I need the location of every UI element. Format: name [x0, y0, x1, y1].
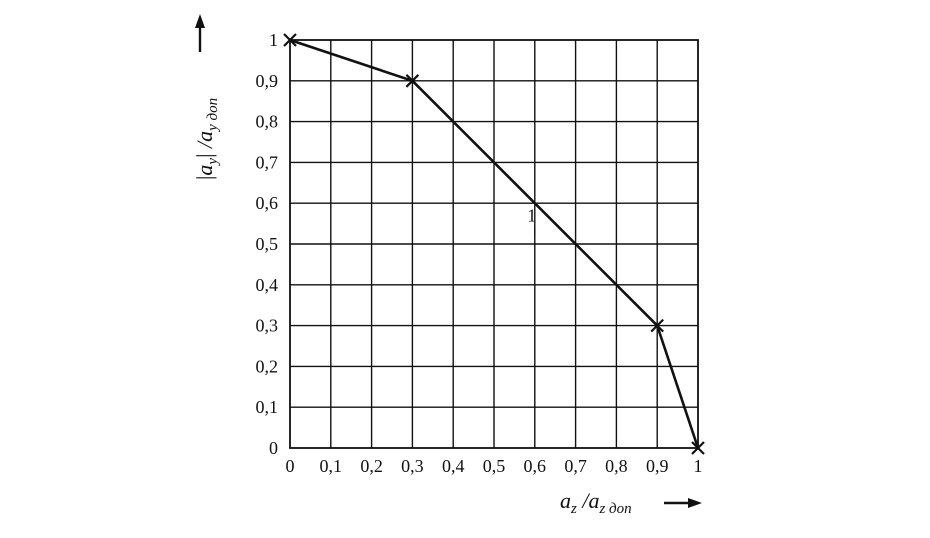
y-tick-label: 0,6: [256, 193, 279, 213]
y-axis-label-bar-right: |: [192, 154, 217, 158]
series-labels: 1: [527, 206, 536, 238]
y-tick-label: 0,9: [256, 71, 279, 91]
x-tick-label: 0,1: [320, 456, 343, 476]
x-tick-label: 0,5: [483, 456, 506, 476]
data-point-marker: [691, 441, 705, 455]
y-tick-label: 0,5: [256, 234, 279, 254]
y-axis-label-sep: /: [192, 140, 217, 154]
y-axis-label-bar-left: |: [192, 176, 217, 180]
y-axis-label: |ay| /ay дon: [192, 14, 221, 180]
y-tick-label: 0,8: [256, 112, 279, 132]
data-point-marker: [650, 318, 664, 333]
y-tick-label: 0,4: [256, 275, 279, 295]
svg-text:|ay| /ay дon: |ay| /ay дon: [192, 98, 221, 180]
plot-frame: [289, 39, 699, 449]
series-line: [289, 38, 700, 449]
y-tick-labels: 0 0,1 0,2 0,3 0,4 0,5 0,6 0,7 0,8 0,9 1: [256, 30, 279, 458]
y-tick-label: 0,2: [256, 356, 279, 376]
x-axis-label-a2: a: [588, 488, 599, 513]
x-axis-label-sub: z: [570, 501, 577, 517]
x-tick-label: 0,4: [442, 456, 465, 476]
x-tick-label: 0,6: [524, 456, 547, 476]
svg-text:az /az дon: az /az дon: [560, 488, 632, 517]
data-point-marker: [283, 33, 297, 47]
y-tick-label: 0,1: [256, 397, 279, 417]
y-axis-label-sub: y: [205, 158, 221, 167]
x-axis-label-sep: /: [577, 488, 591, 513]
series-label: 1: [527, 206, 536, 226]
markers: [283, 33, 705, 455]
y-axis-label-a: a: [192, 165, 217, 176]
x-tick-label: 0,8: [605, 456, 628, 476]
x-axis-label: az /az дon: [560, 488, 702, 517]
x-axis-arrow-head: [688, 498, 702, 508]
x-axis-label-sub2: z дon: [598, 501, 631, 517]
series: [289, 38, 700, 449]
x-tick-label: 0,2: [360, 456, 383, 476]
y-tick-label: 0,3: [256, 316, 279, 336]
x-tick-label: 0,3: [401, 456, 424, 476]
y-axis-label-a2: a: [192, 131, 217, 142]
x-tick-label: 0: [286, 456, 295, 476]
x-tick-label: 0,7: [564, 456, 587, 476]
x-axis-label-a: a: [560, 488, 571, 513]
x-tick-label: 0,9: [646, 456, 669, 476]
x-tick-labels: 0 0,1 0,2 0,3 0,4 0,5 0,6 0,7 0,8 0,9 1: [286, 456, 703, 476]
y-axis-arrow-head: [195, 14, 205, 28]
y-tick-label: 0: [269, 438, 278, 458]
y-tick-label: 0,7: [256, 152, 279, 172]
grid: [290, 40, 698, 448]
y-axis-label-sub2: y дon: [205, 98, 221, 133]
data-point-marker: [405, 74, 420, 88]
y-tick-label: 1: [269, 30, 278, 50]
x-tick-label: 1: [694, 456, 703, 476]
